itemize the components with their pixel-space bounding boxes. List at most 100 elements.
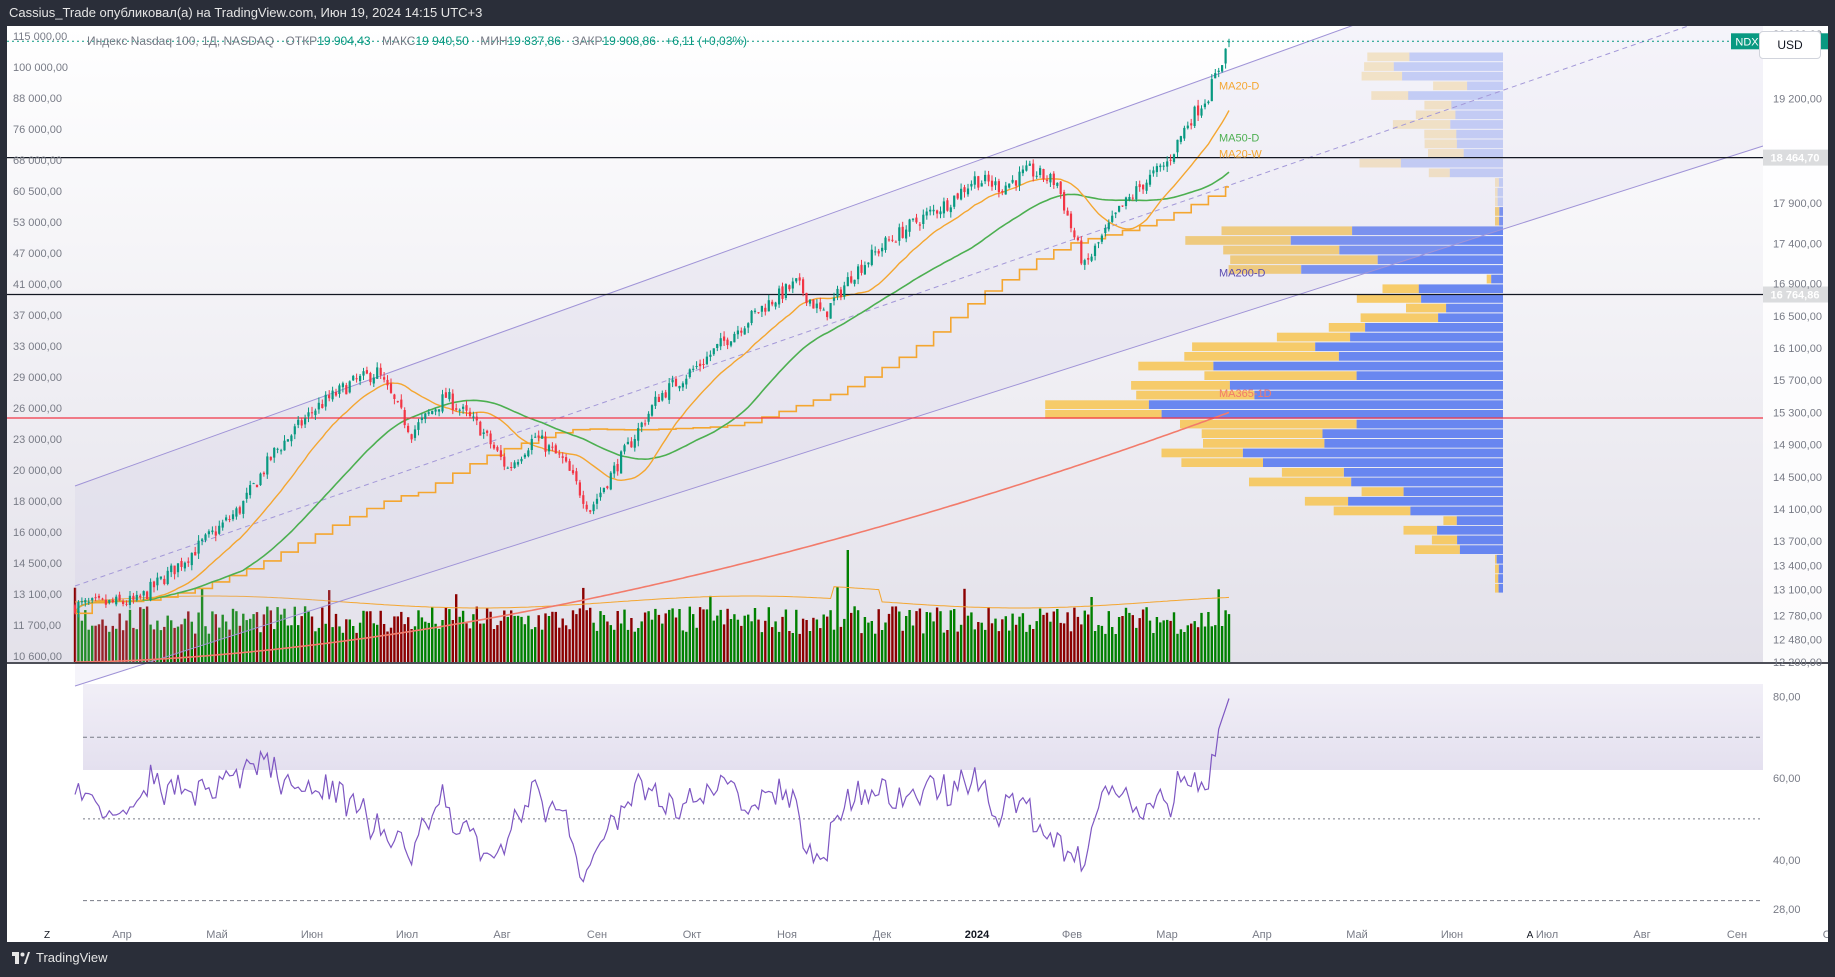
candle[interactable] — [1159, 163, 1162, 172]
candle[interactable] — [204, 533, 207, 543]
candle[interactable] — [1042, 168, 1045, 182]
candle[interactable] — [953, 195, 956, 210]
candle[interactable] — [499, 445, 502, 461]
candle[interactable] — [221, 519, 224, 531]
candle[interactable] — [451, 389, 454, 415]
candle[interactable] — [427, 409, 430, 416]
candle[interactable] — [620, 450, 623, 474]
candle[interactable] — [1056, 182, 1059, 189]
candle[interactable] — [197, 535, 200, 559]
candle[interactable] — [716, 343, 719, 352]
candle[interactable] — [1039, 165, 1042, 178]
candle[interactable] — [1190, 118, 1193, 130]
candle[interactable] — [602, 487, 605, 494]
candle[interactable] — [1121, 205, 1124, 207]
candle[interactable] — [685, 374, 688, 389]
candle[interactable] — [977, 175, 980, 191]
candle[interactable] — [1107, 219, 1110, 232]
candle[interactable] — [863, 261, 866, 275]
candle[interactable] — [328, 390, 331, 402]
candle[interactable] — [963, 184, 966, 198]
candle[interactable] — [424, 413, 427, 424]
candle[interactable] — [647, 411, 650, 425]
candle[interactable] — [369, 371, 372, 386]
candle[interactable] — [726, 337, 729, 350]
candle[interactable] — [407, 423, 410, 434]
candle[interactable] — [592, 501, 595, 515]
candle[interactable] — [1169, 154, 1172, 166]
candle[interactable] — [661, 390, 664, 402]
candle[interactable] — [551, 442, 554, 452]
candle[interactable] — [1203, 99, 1206, 110]
candle[interactable] — [1172, 153, 1176, 164]
candle[interactable] — [929, 206, 932, 216]
candle[interactable] — [128, 591, 131, 609]
candle[interactable] — [568, 458, 571, 471]
candle[interactable] — [911, 218, 915, 222]
candle[interactable] — [760, 305, 763, 317]
candle[interactable] — [249, 480, 252, 499]
candle[interactable] — [795, 278, 798, 284]
candle[interactable] — [170, 563, 173, 578]
candle[interactable] — [437, 409, 441, 417]
candle[interactable] — [84, 598, 87, 607]
candle[interactable] — [1186, 121, 1189, 130]
candle[interactable] — [1217, 67, 1220, 78]
candle[interactable] — [949, 204, 952, 218]
candle[interactable] — [77, 600, 80, 618]
candle[interactable] — [877, 248, 880, 257]
candle[interactable] — [788, 284, 791, 292]
candle[interactable] — [516, 459, 520, 467]
candle[interactable] — [1100, 233, 1103, 245]
candle[interactable] — [1118, 205, 1121, 213]
candle[interactable] — [753, 308, 757, 314]
candle[interactable] — [365, 366, 368, 375]
candle[interactable] — [479, 420, 482, 436]
candle[interactable] — [994, 177, 997, 190]
candle[interactable] — [942, 197, 945, 218]
candle[interactable] — [362, 367, 365, 380]
candle[interactable] — [575, 467, 578, 485]
candle[interactable] — [396, 400, 399, 403]
candle[interactable] — [1197, 99, 1200, 121]
candle[interactable] — [331, 386, 334, 402]
candle[interactable] — [280, 448, 283, 455]
candle[interactable] — [492, 442, 496, 450]
candle[interactable] — [867, 262, 870, 268]
candle[interactable] — [458, 408, 461, 416]
candle[interactable] — [692, 365, 695, 373]
candle[interactable] — [135, 590, 138, 602]
candle[interactable] — [970, 180, 973, 191]
candle[interactable] — [908, 218, 911, 237]
candle[interactable] — [482, 428, 485, 439]
candle[interactable] — [1200, 105, 1203, 118]
candle[interactable] — [736, 325, 739, 339]
candle[interactable] — [334, 388, 338, 397]
candle[interactable] — [798, 273, 801, 286]
candle[interactable] — [836, 285, 839, 301]
auto-scale-left[interactable]: Z — [44, 930, 50, 941]
candle[interactable] — [403, 407, 406, 429]
candles[interactable] — [73, 38, 1231, 618]
candle[interactable] — [286, 439, 289, 442]
candle[interactable] — [599, 487, 602, 501]
candle[interactable] — [176, 563, 180, 578]
candle[interactable] — [1052, 171, 1055, 189]
candle[interactable] — [166, 566, 169, 586]
candle[interactable] — [496, 445, 499, 452]
candle[interactable] — [850, 270, 853, 284]
candle[interactable] — [310, 406, 314, 419]
candle[interactable] — [1063, 189, 1066, 214]
candle[interactable] — [1025, 160, 1028, 172]
candle[interactable] — [644, 419, 647, 427]
candle[interactable] — [115, 594, 118, 607]
candle[interactable] — [225, 514, 228, 522]
candle[interactable] — [503, 453, 506, 471]
candle[interactable] — [1162, 162, 1165, 171]
candle[interactable] — [565, 453, 568, 463]
candle[interactable] — [183, 561, 186, 572]
candle[interactable] — [812, 299, 815, 309]
candle[interactable] — [413, 425, 417, 441]
candle[interactable] — [152, 580, 156, 593]
candle[interactable] — [194, 546, 197, 556]
